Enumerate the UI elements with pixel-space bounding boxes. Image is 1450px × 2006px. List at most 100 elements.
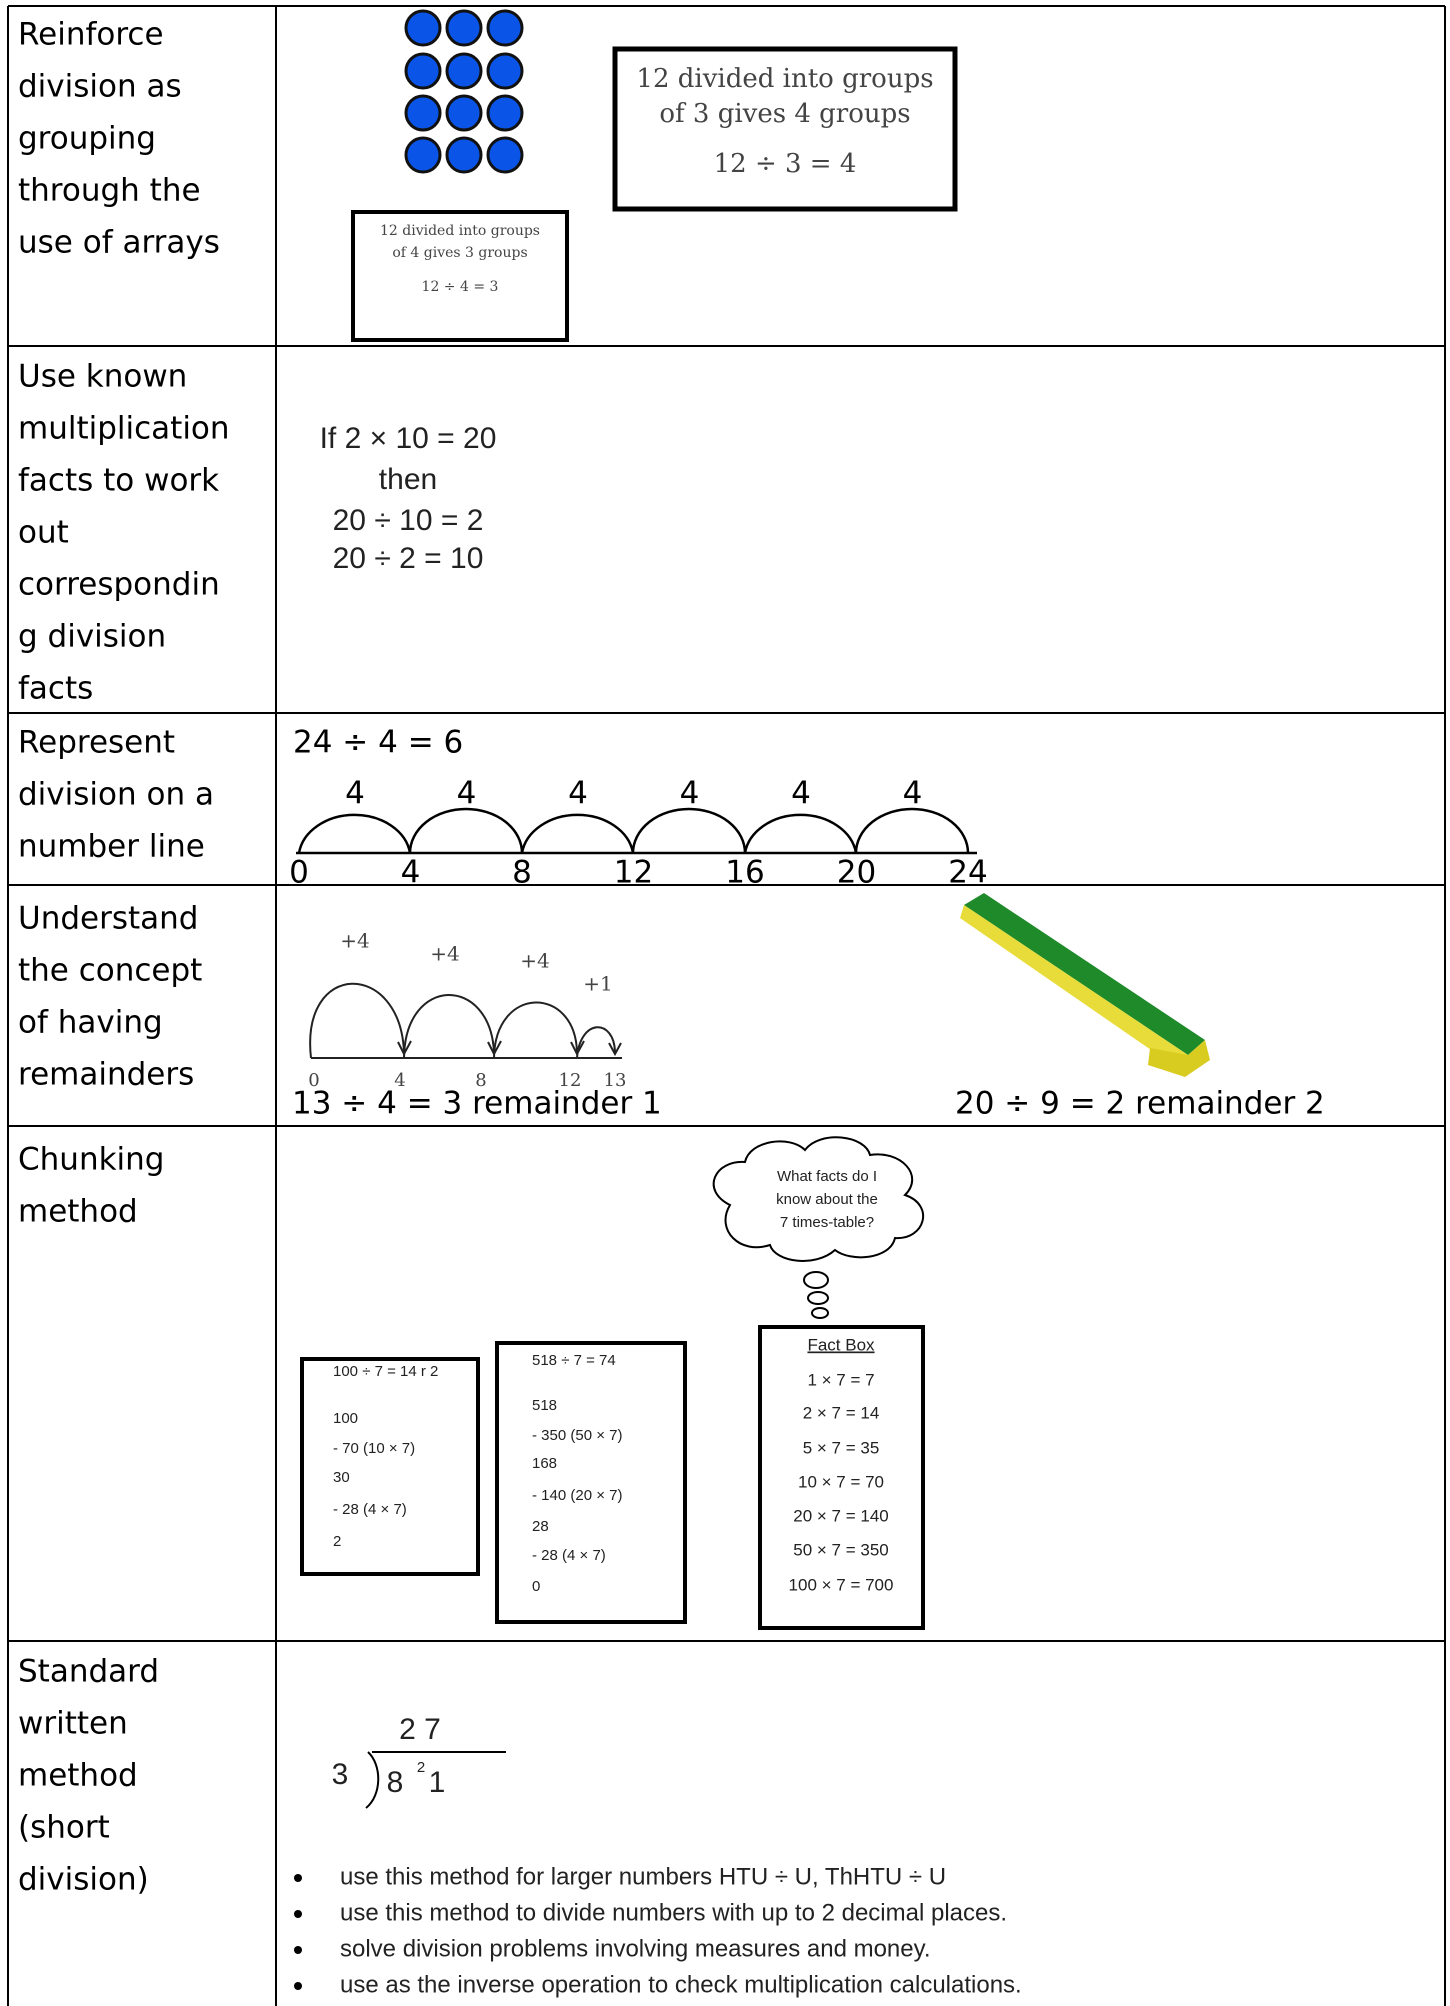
- fact-box: [758, 1325, 925, 1630]
- tick-label: 0: [308, 1070, 319, 1091]
- row-label: use of arrays: [18, 225, 220, 261]
- thought-text: 7 times-table?: [780, 1214, 874, 1231]
- box-b-line: 168: [532, 1455, 557, 1472]
- box-a-line: 30: [333, 1469, 350, 1486]
- row-label: division): [18, 1862, 149, 1898]
- tick-label: 12: [559, 1070, 582, 1091]
- row-label: through the: [18, 173, 201, 209]
- row-label: remainders: [18, 1057, 194, 1093]
- fact-box-line: 50 × 7 = 350: [793, 1540, 888, 1559]
- box-b-line: - 350 (50 × 7): [532, 1427, 622, 1444]
- row-label: number line: [18, 829, 205, 865]
- row-label: multiplication: [18, 411, 230, 447]
- fact-box-line: Fact Box: [807, 1335, 875, 1354]
- box-a-line: - 28 (4 × 7): [333, 1501, 407, 1518]
- jump-label: 4: [680, 776, 700, 812]
- jump-label: 4: [791, 776, 811, 812]
- box-a-line: 100: [333, 1410, 358, 1427]
- row-label: written: [18, 1706, 128, 1742]
- thought-bubble: [712, 1136, 925, 1319]
- hand-number-line: [309, 982, 622, 1059]
- box-text: of 3 gives 4 groups: [659, 99, 910, 129]
- row-label: of having: [18, 1005, 163, 1041]
- box-b: [495, 1341, 687, 1624]
- fact-box-line: 10 × 7 = 70: [798, 1472, 884, 1491]
- tick-label: 24: [948, 855, 987, 891]
- fact-box-line: 5 × 7 = 35: [803, 1438, 880, 1457]
- quotient: 2 7: [399, 1713, 441, 1746]
- tick-label: 4: [394, 1070, 405, 1091]
- jump-label: +4: [520, 949, 549, 973]
- number-line: [296, 807, 977, 855]
- row-label: (short: [18, 1810, 110, 1846]
- tick-label: 8: [512, 855, 532, 891]
- box-small: [351, 210, 569, 342]
- box-b-line: 518: [532, 1397, 557, 1414]
- box-a-line: 2: [333, 1533, 341, 1550]
- box-a: [300, 1357, 480, 1576]
- box-text: 12 ÷ 4 = 3: [422, 279, 499, 295]
- box-text: 12 divided into groups: [380, 223, 540, 239]
- box-text: 12 divided into groups: [636, 64, 933, 94]
- box-a-line: 100 ÷ 7 = 14 r 2: [333, 1363, 438, 1380]
- row-label: Use known: [18, 359, 187, 395]
- row-label: division on a: [18, 777, 214, 813]
- jump-label: +1: [583, 972, 612, 996]
- row-label: grouping: [18, 121, 156, 157]
- bullet: [294, 1910, 302, 1918]
- fact-line: If 2 × 10 = 20: [320, 422, 497, 455]
- box-text: of 4 gives 3 groups: [392, 245, 527, 261]
- dividend: 8: [387, 1766, 404, 1799]
- dot-array: [404, 9, 524, 174]
- table-grid: [7, 5, 1446, 2006]
- fact-box-line: 100 × 7 = 700: [789, 1575, 894, 1594]
- fact-box-line: 2 × 7 = 14: [803, 1403, 880, 1422]
- fact-box-line: 20 × 7 = 140: [793, 1506, 888, 1525]
- thought-text: know about the: [776, 1191, 878, 1208]
- thought-text: What facts do I: [777, 1168, 877, 1185]
- jump-label: 4: [568, 776, 588, 812]
- tick-label: 20: [837, 855, 876, 891]
- caption: 13 ÷ 4 = 3 remainder 1: [292, 1086, 662, 1122]
- box-b-line: - 28 (4 × 7): [532, 1547, 606, 1564]
- division-bracket: [365, 1751, 506, 1809]
- jump-label: +4: [430, 942, 459, 966]
- cuisenaire-rods: [960, 893, 1210, 1077]
- tick-label: 8: [475, 1070, 486, 1091]
- row-label: facts: [18, 671, 93, 707]
- fact-line: 20 ÷ 2 = 10: [333, 542, 484, 575]
- box-a-line: - 70 (10 × 7): [333, 1440, 415, 1457]
- row-label: Standard: [18, 1654, 159, 1690]
- tick-label: 12: [614, 855, 653, 891]
- jump-label: 4: [457, 776, 477, 812]
- fact-line: 20 ÷ 10 = 2: [333, 504, 484, 537]
- fact-box-line: 1 × 7 = 7: [807, 1370, 874, 1389]
- row-label: Understand: [18, 901, 198, 937]
- tick-label: 13: [604, 1070, 627, 1091]
- box-large: [612, 46, 958, 212]
- row-label: g division: [18, 619, 166, 655]
- bullet: [294, 1982, 302, 1990]
- row-label: Reinforce: [18, 17, 164, 53]
- row-label: division as: [18, 69, 182, 105]
- equation: 24 ÷ 4 = 6: [293, 725, 463, 761]
- fact-line: then: [379, 463, 437, 496]
- row-label: Represent: [18, 725, 175, 761]
- tick-label: 0: [289, 855, 309, 891]
- row-label: Chunking: [18, 1142, 164, 1178]
- box-b-line: 518 ÷ 7 = 74: [532, 1352, 616, 1369]
- tick-label: 4: [401, 855, 421, 891]
- jump-label: 4: [345, 776, 365, 812]
- box-text: 12 ÷ 3 = 4: [714, 149, 857, 179]
- caption: 20 ÷ 9 = 2 remainder 2: [955, 1086, 1325, 1122]
- bullet-text: use this method to divide numbers with u…: [340, 1899, 1007, 1926]
- box-b-line: 28: [532, 1518, 549, 1535]
- jump-label: 4: [903, 776, 923, 812]
- jump-label: +4: [340, 929, 369, 953]
- bullet-text: solve division problems involving measur…: [340, 1935, 931, 1962]
- row-label: correspondin: [18, 567, 220, 603]
- bullet-text: use as the inverse operation to check mu…: [340, 1971, 1022, 1998]
- bullet: [294, 1946, 302, 1954]
- row-label: facts to work: [18, 463, 219, 499]
